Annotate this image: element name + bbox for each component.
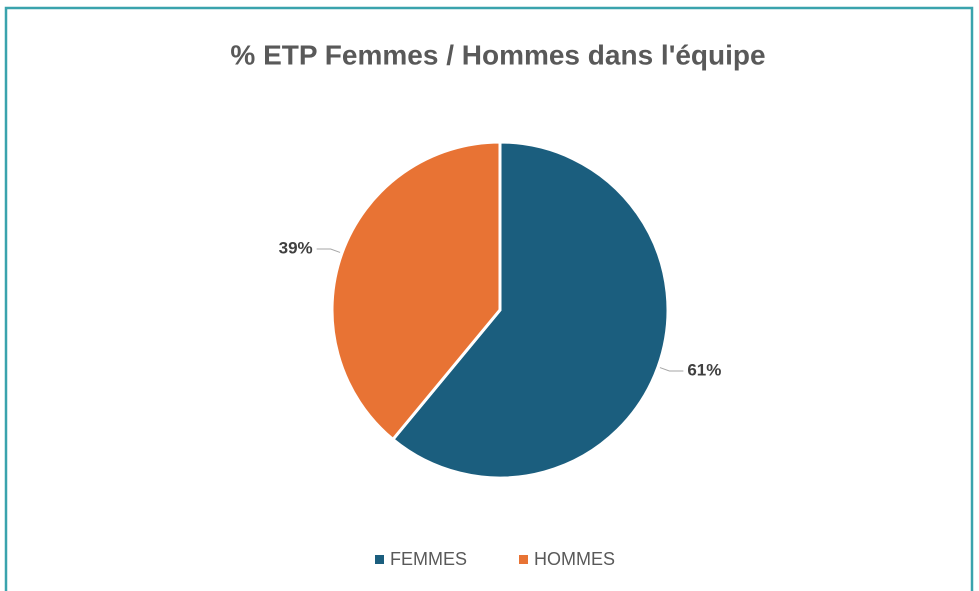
legend-label: HOMMES bbox=[534, 549, 615, 569]
data-label: 61% bbox=[687, 360, 721, 379]
legend-label: FEMMES bbox=[390, 549, 467, 569]
leader-line bbox=[316, 248, 341, 253]
legend-swatch bbox=[519, 555, 528, 564]
chart-border bbox=[4, 6, 974, 591]
data-label: 39% bbox=[279, 239, 313, 258]
legend-swatch bbox=[375, 555, 384, 564]
chart-title: % ETP Femmes / Hommes dans l'équipe bbox=[230, 39, 765, 70]
leader-line bbox=[659, 367, 684, 372]
pie-slice bbox=[390, 140, 670, 480]
pie-slice bbox=[330, 140, 502, 442]
